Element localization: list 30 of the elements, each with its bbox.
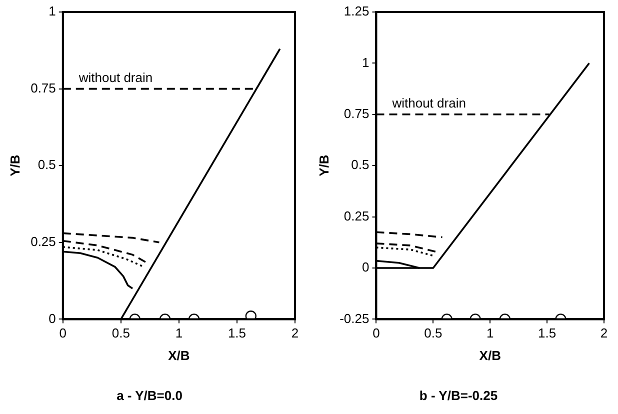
x-tick-label: 0.5 [424, 326, 442, 341]
x-tick-label: 0 [59, 326, 67, 341]
y-tick-label: 0.25 [344, 208, 370, 224]
y-axis-title: Y/B [7, 154, 22, 176]
x-axis-title: X/B [168, 348, 190, 364]
series-label: without drain [78, 70, 153, 85]
y-tick-label: 0 [48, 310, 56, 326]
series-label: without drain [391, 95, 466, 110]
x-tick-label: 1 [175, 326, 183, 341]
y-tick-label: -0.25 [340, 310, 370, 326]
y-axis-title: Y/B [316, 154, 332, 176]
text: b - Y/B=-0.25 [419, 388, 498, 403]
x-tick-label: 0 [372, 326, 380, 341]
x-tick-label: 1 [486, 326, 494, 341]
y-tick-label: 1 [362, 54, 370, 70]
y-tick-label: 1 [48, 4, 56, 19]
y-tick-label: 0.5 [38, 157, 56, 172]
x-tick-label: 1.5 [228, 326, 246, 341]
y-tick-label: 0.75 [30, 80, 56, 96]
y-tick-label: 0.75 [344, 106, 370, 121]
x-tick-label: 2 [600, 326, 608, 341]
x-tick-label: 1.5 [538, 326, 556, 341]
x-tick-label: 0.5 [112, 326, 130, 341]
y-tick-label: 0.5 [351, 157, 370, 172]
y-tick-label: 0.25 [30, 234, 56, 249]
x-axis-title: X/B [479, 348, 501, 364]
y-tick-label: 0 [362, 260, 370, 275]
text: a - Y/B=0.0 [116, 388, 182, 403]
y-tick-label: 1.25 [344, 4, 370, 19]
x-tick-label: 2 [291, 326, 299, 341]
